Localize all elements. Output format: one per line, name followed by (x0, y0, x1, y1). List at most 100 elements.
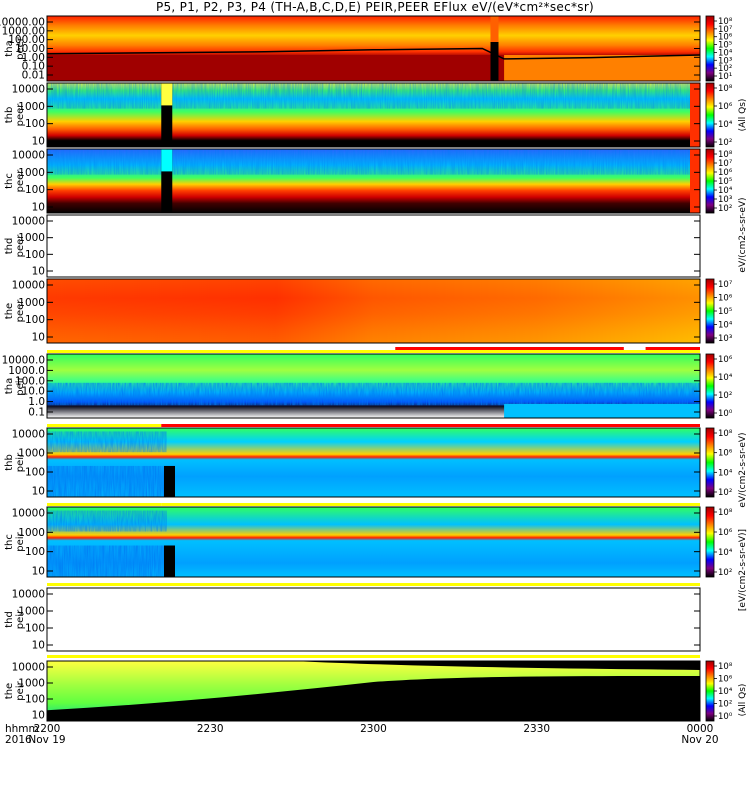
panel-label-probe: thc (4, 173, 15, 189)
y-tick-label: 10000 (12, 508, 45, 520)
colorbar-the-peer: 10⁷ 10⁶ 10⁵ 10⁴ 10³ (705, 278, 733, 344)
colorbar-tick-label: 10⁶ (718, 102, 733, 112)
colorbar-tick-label: 10⁸ (718, 508, 733, 518)
y-tick-label: 100 (25, 694, 45, 706)
panel-the-peer: 10000 1000 100 10 the peer (4, 278, 701, 350)
colorbar-tick-label: 10⁵ (718, 177, 732, 187)
y-tick-label: 100 (25, 184, 45, 196)
panel-thd-peer: 10000 1000 100 10 thd peer (4, 214, 701, 278)
data-gap (161, 149, 173, 213)
noise-speckle (47, 149, 700, 175)
y-tick-label: 10000 (12, 589, 45, 601)
y-tick-label: 1000 (18, 527, 45, 539)
data-gap (490, 16, 499, 81)
panel-label-probe: thc (4, 534, 15, 550)
y-tick-label: 0.10 (22, 61, 45, 73)
colorbar-tick-label: 10⁴ (718, 186, 733, 196)
below-threshold-region (47, 676, 700, 721)
panel-label-product: peir (15, 680, 26, 700)
y-tick-label: 0.1 (28, 407, 45, 419)
quality-flag-bar (47, 424, 162, 427)
y-tick-label: 10000 (12, 429, 45, 441)
colorbar-unit-label: eV/(cm2-s-sr-eV) (738, 197, 748, 272)
data-gap (161, 83, 173, 147)
panel-label-product: peir (15, 375, 26, 395)
colorbar-tick-label: 10⁸ (718, 17, 733, 27)
y-tick-label: 1000 (18, 678, 45, 690)
data-gap (163, 545, 175, 577)
panel-label-product: peer (15, 103, 26, 127)
colorbar-tick-label: 10⁰ (718, 712, 733, 722)
flux-gradient (47, 279, 700, 343)
quality-flag-bar (47, 350, 700, 353)
colorbar-tick-label: 10⁴ (718, 120, 733, 130)
data-gap-top (161, 83, 173, 106)
y-tick-label: 1000.00 (2, 25, 45, 37)
post-gap-band (504, 55, 700, 81)
panel-label-product: peer (15, 36, 26, 60)
y-tick-label: 10 (32, 486, 45, 498)
y-tick-label: 10 (32, 640, 45, 652)
colorbar-scale (705, 427, 715, 498)
colorbar-tick-label: 10³ (718, 334, 732, 344)
spacecraft-potential-line (46, 47, 701, 60)
panel-thd-peir: 10000 1000 100 10 thd peir (4, 583, 701, 652)
y-tick-label: 1000 (18, 297, 45, 309)
colorbar-tick-label: 10⁴ (718, 468, 733, 478)
colorbar-unit-label: [eV/(cm2-s-sr-eV)] (738, 529, 748, 611)
panel-thb-peir: 10000 1000 100 10 thb peir (4, 424, 701, 498)
x-date-label: Nov 19 (28, 734, 65, 746)
colorbar-tick-label: 10² (718, 488, 732, 498)
y-tick-label: 10.0 (22, 386, 45, 398)
y-tick-label: 1000 (18, 448, 45, 460)
empty-panel (47, 588, 700, 651)
y-tick-label: 1.0 (28, 396, 45, 408)
colorbar-tick-label: 10⁸ (718, 84, 733, 94)
y-tick-label: 10000 (12, 150, 45, 162)
quality-flag-bar (161, 503, 700, 506)
y-tick-label: 100 (25, 118, 45, 130)
edge-band (690, 83, 700, 147)
y-tick-label: 1000 (18, 232, 45, 244)
colorbar-tick-label: 10⁴ (718, 321, 733, 331)
colorbar-tick-label: 10⁶ (718, 528, 733, 538)
colorbar-scale (705, 278, 715, 344)
x-tick-label: 0000 (687, 723, 714, 735)
x-tick-label: 2300 (360, 723, 387, 735)
colorbar-tha-peir: 10⁶ 10⁴ 10² 10⁰ (705, 353, 733, 419)
data-gap-top (490, 16, 499, 42)
panel-label-product: peir (15, 609, 26, 629)
colorbar-scale (705, 353, 715, 419)
panel-frame (46, 278, 701, 344)
colorbar-tick-label: 10⁶ (718, 168, 733, 178)
y-tick-label: 100.0 (15, 375, 45, 387)
low-energy-band (504, 403, 700, 418)
panel-label-product: peer (15, 299, 26, 323)
y-tick-label: 10 (32, 266, 45, 278)
y-tick-label: 10000.0 (2, 355, 45, 367)
panel-label-probe: the (4, 683, 15, 699)
colorbar-tick-label: 10⁴ (718, 548, 733, 558)
x-tick-label: 2230 (197, 723, 224, 735)
y-tick-label: 10000 (12, 662, 45, 674)
colorbar-tick-label: 10⁴ (718, 687, 733, 697)
panel-frame (46, 353, 701, 419)
panel-the-peir: 10000 1000 100 10 the peir (4, 655, 701, 722)
colorbar-tick-label: 10⁶ (718, 294, 733, 304)
noise-speckle (47, 382, 700, 406)
quality-flag-bar (645, 347, 700, 350)
x-date-label: Nov 20 (681, 734, 718, 746)
noise-speckle (47, 545, 167, 577)
colorbar-scale (705, 660, 715, 722)
y-tick-label: 100.00 (8, 34, 45, 46)
quality-flag-bar (47, 503, 162, 506)
colorbar-tick-label: 10⁶ (718, 355, 733, 365)
empty-panel (47, 215, 700, 277)
colorbar-tick-label: 10⁷ (718, 280, 733, 290)
colorbar-tick-label: 10⁶ (718, 449, 733, 459)
quality-flag-bar (161, 424, 700, 427)
panel-label-probe: thb (4, 107, 15, 124)
colorbar-tick-label: 10² (718, 391, 732, 401)
